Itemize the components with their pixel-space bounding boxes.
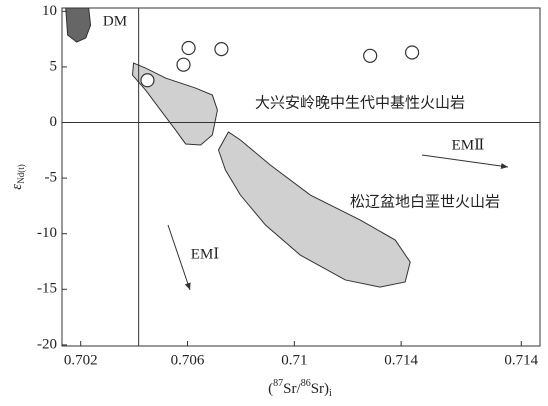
- y-tick-label: -5: [45, 170, 58, 186]
- field: [217, 131, 411, 288]
- x-tick-label: 0.706: [171, 352, 205, 368]
- field: [65, 7, 92, 43]
- point: [181, 40, 196, 56]
- label-part: (: [268, 381, 273, 397]
- y-tick-label: -15: [37, 281, 57, 297]
- annotation: EMⅡ: [452, 137, 485, 153]
- y-tick-label: -20: [37, 336, 57, 352]
- plot-frame: [61, 7, 541, 347]
- y-tick-label: 10: [42, 3, 57, 19]
- point: [176, 57, 191, 72]
- y-tick-label: 0: [50, 114, 58, 130]
- x-tick-label: 0.714: [384, 352, 418, 368]
- label-part: Sr/: [283, 381, 301, 397]
- point: [214, 42, 229, 57]
- x-tick-label: 0.71: [281, 352, 307, 368]
- label-part: Sr): [311, 381, 329, 397]
- label-part: 87: [273, 378, 283, 389]
- x-axis-label: (87Sr/86Sr)i: [268, 378, 332, 399]
- y-tick-label: -10: [37, 225, 57, 241]
- x-tick-label: 0.714: [504, 352, 538, 368]
- point: [140, 73, 155, 88]
- point: [404, 45, 420, 60]
- label-part: i: [329, 388, 332, 399]
- field-label: 大兴安岭晚中生代中基性火山岩: [255, 94, 465, 112]
- field-label: 松辽盆地白垩世火山岩: [350, 193, 500, 211]
- y-axis-label: εNd(t): [9, 164, 26, 189]
- arrow: [167, 224, 191, 291]
- label-part: Nd(t): [16, 164, 26, 184]
- point: [363, 48, 378, 63]
- label-part: 86: [301, 378, 311, 389]
- field-label: DM: [103, 13, 127, 29]
- x-tick-label: 0.702: [64, 352, 98, 368]
- arrow: [421, 154, 509, 170]
- y-tick-label: 5: [50, 58, 58, 74]
- label-part: ε: [9, 184, 25, 190]
- annotation: EMⅠ: [191, 246, 220, 262]
